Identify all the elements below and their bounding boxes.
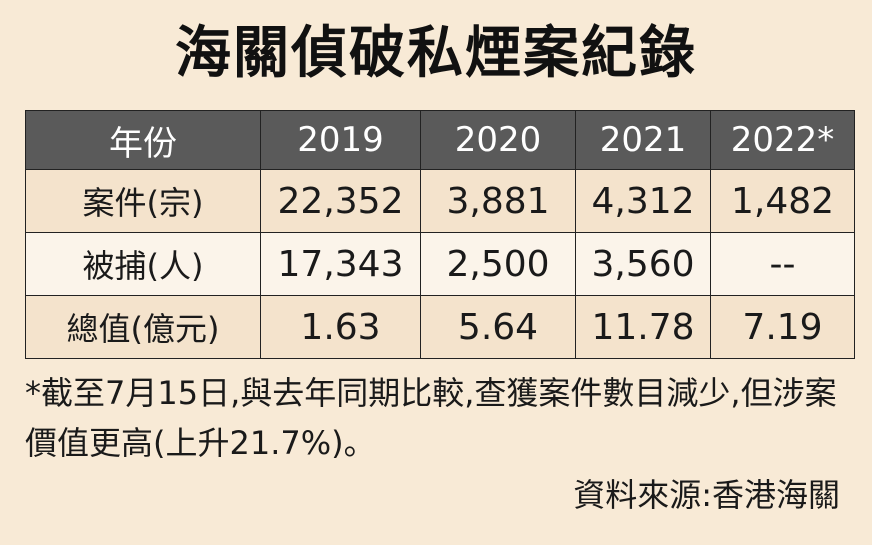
cell-value-2021: 11.78	[575, 295, 711, 359]
cell-cases-2021: 4,312	[575, 169, 711, 233]
cell-cases-2020: 3,881	[420, 169, 576, 233]
cell-cases-2019: 22,352	[260, 169, 421, 233]
header-year-label: 年份	[25, 110, 261, 170]
table-row-cases: 案件(宗) 22,352 3,881 4,312 1,482	[25, 169, 855, 233]
cell-arrests-2021: 3,560	[575, 232, 711, 296]
footnote: *截至7月15日,與去年同期比較,查獲案件數目減少,但涉案價值更高(上升21.7…	[25, 374, 837, 462]
cell-arrests-2019: 17,343	[260, 232, 421, 296]
row-label-value: 總值(億元)	[25, 295, 261, 359]
table-header-row: 年份 2019 2020 2021 2022*	[25, 110, 855, 170]
cell-value-2019: 1.63	[260, 295, 421, 359]
source-credit: 資料來源:香港海關	[573, 476, 840, 514]
table-row-arrests: 被捕(人) 17,343 2,500 3,560 --	[25, 232, 855, 296]
cell-arrests-2022: --	[710, 232, 855, 296]
header-2019: 2019	[260, 110, 421, 170]
cell-value-2020: 5.64	[420, 295, 576, 359]
header-2022: 2022*	[710, 110, 855, 170]
row-label-cases: 案件(宗)	[25, 169, 261, 233]
row-label-arrests: 被捕(人)	[25, 232, 261, 296]
header-2021: 2021	[575, 110, 711, 170]
header-2020: 2020	[420, 110, 576, 170]
cell-arrests-2020: 2,500	[420, 232, 576, 296]
cell-value-2022: 7.19	[710, 295, 855, 359]
table-row-value: 總值(億元) 1.63 5.64 11.78 7.19	[25, 295, 855, 359]
page-title: 海關偵破私煙案紀錄	[175, 21, 697, 86]
cell-cases-2022: 1,482	[710, 169, 855, 233]
records-table: 年份 2019 2020 2021 2022* 案件(宗) 22,352 3,8…	[25, 110, 855, 359]
